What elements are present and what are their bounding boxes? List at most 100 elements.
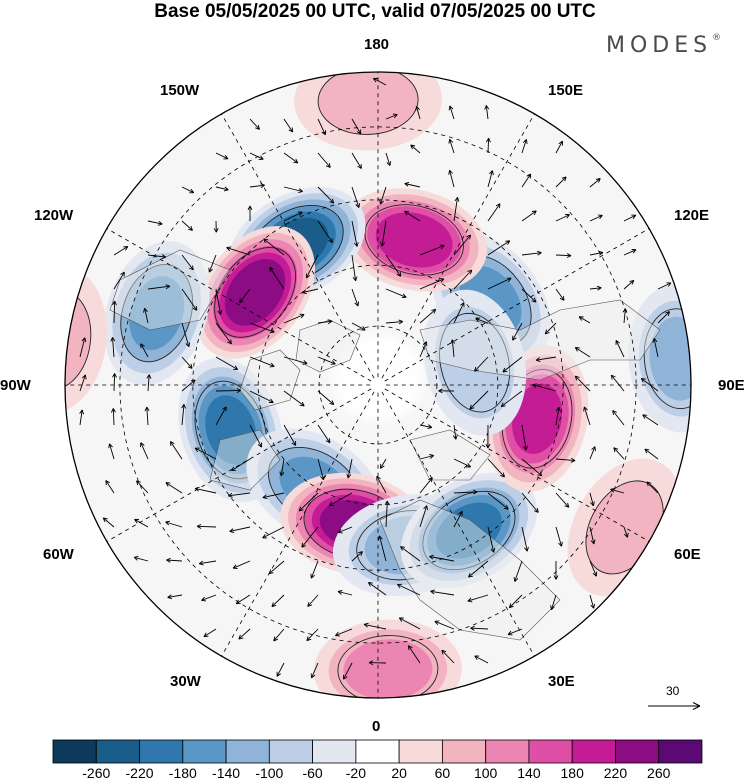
wind-arrow-head-icon <box>410 144 416 150</box>
wind-arrow-shaft <box>469 390 489 410</box>
wind-arrow-head-icon <box>263 238 269 244</box>
colorbar-tick-label: 100 <box>473 765 498 781</box>
wind-arrow-head-icon <box>610 374 616 380</box>
wind-arrow-shaft <box>283 390 305 407</box>
colorbar-swatch <box>658 739 703 764</box>
wind-arrow-head-icon <box>466 234 472 240</box>
wind-arrow-head-icon <box>143 307 148 313</box>
wind-arrow-head-icon <box>537 250 542 256</box>
wind-arrow-shaft <box>589 252 604 256</box>
wind-arrow-shaft <box>512 322 523 341</box>
wind-arrow-shaft <box>381 220 387 247</box>
wind-arrow-shaft <box>487 138 490 154</box>
wind-arrow-head-icon <box>423 505 428 511</box>
wind-arrow-shaft <box>147 254 166 258</box>
wind-arrow-head-icon <box>466 463 471 468</box>
wind-arrow-shaft <box>555 254 572 257</box>
wind-arrow-head-icon <box>666 282 672 287</box>
wind-arrow-shaft <box>328 492 353 506</box>
wind-arrow-head-icon <box>105 480 110 486</box>
wind-arrow-shaft <box>231 458 251 471</box>
wind-arrow-shaft <box>589 594 595 609</box>
wind-arrow-head-icon <box>320 475 325 481</box>
wind-arrow-shaft <box>376 475 387 494</box>
wind-arrow-shaft <box>228 492 251 497</box>
wind-arrow-shaft <box>166 559 183 562</box>
wind-arrow-shaft <box>385 114 398 120</box>
wind-arrow-shaft <box>385 288 407 298</box>
polar-cap <box>326 328 430 428</box>
wind-arrow-shaft <box>610 488 625 494</box>
wind-arrow-head-icon <box>574 375 580 381</box>
meridian-line <box>381 113 535 379</box>
wind-arrow-head-icon <box>260 183 265 189</box>
lon-label-150w: 150W <box>160 82 200 99</box>
wind-arrow-head-icon <box>439 278 445 283</box>
wind-arrow-shaft <box>544 322 557 335</box>
wind-arrow-head-icon <box>642 414 648 419</box>
wind-arrow-head-icon <box>427 424 433 430</box>
wind-arrow-shaft <box>373 78 387 86</box>
wind-arrow-shaft <box>147 374 150 392</box>
wind-arrow-head-icon <box>228 492 233 498</box>
wind-arrow-shaft <box>113 246 129 256</box>
wind-arrow-shaft <box>249 424 262 448</box>
wind-arrow-head-icon <box>194 447 200 453</box>
wind-arrow-head-icon <box>397 583 402 589</box>
wind-arrow-head-icon <box>330 360 336 365</box>
wind-arrow-shaft <box>589 526 595 545</box>
wind-arrow-shaft <box>521 424 527 451</box>
wind-arrow-shaft <box>657 311 670 324</box>
colorbar-swatch <box>95 739 140 764</box>
wind-arrow-head-icon <box>298 506 304 512</box>
wind-arrow-shaft <box>657 282 672 290</box>
meridian-line <box>381 391 535 657</box>
wind-arrow-shaft <box>165 521 183 528</box>
wind-arrow-head-icon <box>299 313 305 319</box>
wind-arrow-head-icon <box>570 457 576 463</box>
wind-arrow-shaft <box>419 455 434 460</box>
colorbar-tick-label: -220 <box>125 765 154 781</box>
wind-arrow-head-icon <box>376 475 381 481</box>
wind-arrow-head-icon <box>595 178 601 183</box>
colorbar-tick-label: 20 <box>391 765 407 781</box>
wind-arrow-head-icon <box>357 164 362 169</box>
wind-arrow-shaft <box>181 288 198 311</box>
colorbar-tick-label: 60 <box>434 765 451 781</box>
wind-arrow-head-icon <box>165 520 171 526</box>
wind-arrow-head-icon <box>537 471 543 477</box>
graticule <box>65 72 691 698</box>
wind-arrow-head-icon <box>629 279 635 285</box>
wind-arrow-head-icon <box>276 671 281 677</box>
wind-arrow-head-icon <box>363 622 369 628</box>
wind-arrow-shaft <box>134 518 149 528</box>
wind-arrow-head-icon <box>134 518 140 524</box>
wind-arrow-head-icon <box>430 589 435 595</box>
wind-arrow-head-icon <box>489 170 494 176</box>
wind-arrow-head-icon <box>298 188 303 194</box>
wind-arrow-shaft <box>181 404 185 426</box>
wind-arrow-shaft <box>317 390 335 405</box>
wind-arrow-head-icon <box>555 406 561 412</box>
wind-arrow-head-icon <box>187 363 193 369</box>
wind-arrow-head-icon <box>302 360 308 365</box>
wind-arrow-shaft <box>385 321 403 324</box>
colorbar-tick-label: -140 <box>212 765 241 781</box>
wind-arrow-head-icon <box>310 673 316 679</box>
wind-arrow-shaft <box>249 152 264 160</box>
wind-arrow-head-icon <box>490 547 496 553</box>
wind-arrow-shaft <box>521 492 539 513</box>
wind-arrow-shaft <box>283 356 308 364</box>
wind-arrow-head-icon <box>133 555 139 561</box>
lon-label-150e: 150E <box>548 82 584 99</box>
wind-arrow-head-icon <box>328 501 334 506</box>
wind-arrow-shaft <box>613 447 625 460</box>
wind-arrow-head-icon <box>269 266 274 272</box>
wind-arrow-head-icon <box>79 409 85 415</box>
wind-arrow-head-icon <box>325 438 331 444</box>
wind-arrow-shaft <box>317 118 326 135</box>
wind-arrow-head-icon <box>108 443 113 449</box>
wind-arrow-head-icon <box>356 129 362 135</box>
wind-arrow-shaft <box>487 492 509 510</box>
wind-arrow-head-icon <box>146 374 152 379</box>
